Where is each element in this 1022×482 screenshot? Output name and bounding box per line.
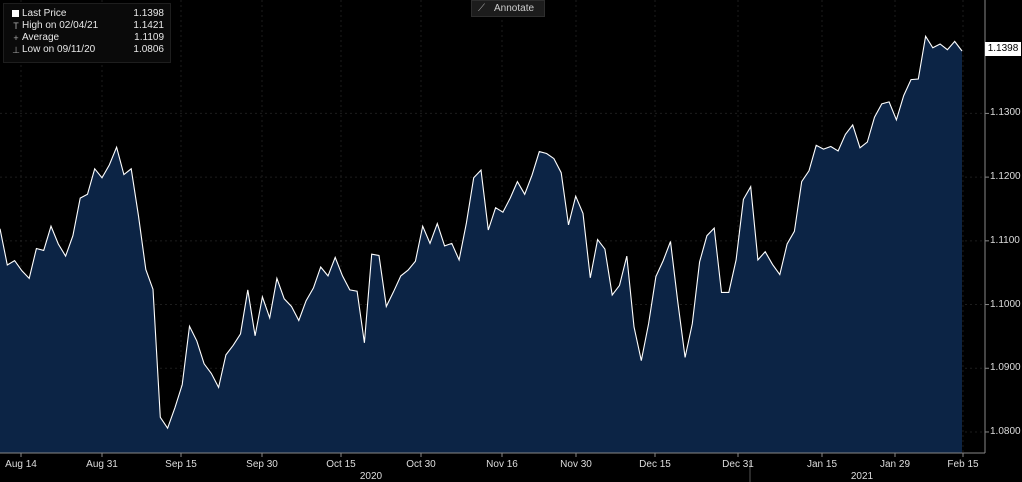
year-label: 2021	[850, 471, 874, 482]
y-tick-label: 1.1000	[990, 298, 1021, 310]
legend-row-average: + Average 1.1109	[12, 32, 168, 44]
x-tick-label: Oct 30	[406, 459, 436, 470]
x-tick-label: Sep 15	[165, 459, 197, 470]
average-marker-icon: +	[13, 33, 19, 43]
legend-label: Average	[22, 32, 60, 43]
annotate-label: Annotate	[494, 3, 535, 14]
axes	[0, 0, 986, 482]
y-tick-label: 1.0900	[990, 362, 1021, 374]
x-tick-label: Nov 16	[486, 459, 518, 470]
legend-value: 1.1398	[133, 8, 164, 19]
legend-label: Low on 09/11/20	[22, 44, 96, 55]
x-tick-label: Aug 31	[86, 459, 118, 470]
price-line	[0, 34, 963, 430]
x-tick-label: Dec 15	[639, 459, 671, 470]
y-tick-marks	[985, 112, 989, 433]
legend-row-high: T High on 02/04/21 1.1421	[12, 20, 168, 32]
legend: Last Price 1.1398 T High on 02/04/21 1.1…	[3, 3, 171, 63]
x-tick-marks	[20, 453, 964, 457]
legend-row-last-price: Last Price 1.1398	[12, 8, 168, 20]
square-icon	[12, 10, 19, 17]
x-tick-label: Jan 29	[879, 459, 911, 470]
legend-label: Last Price	[22, 8, 67, 19]
legend-value: 1.1421	[133, 20, 164, 31]
low-marker-icon: ⊥	[12, 45, 20, 55]
legend-value: 1.1109	[134, 32, 164, 43]
x-tick-label: Sep 30	[246, 459, 278, 470]
annotate-button[interactable]: ⟋ Annotate	[471, 0, 545, 17]
high-marker-icon: T	[13, 21, 19, 31]
legend-value: 1.0806	[133, 44, 164, 55]
y-tick-label: 1.1100	[990, 234, 1020, 246]
x-tick-label: Aug 14	[5, 459, 37, 470]
legend-row-low: ⊥ Low on 09/11/20 1.0806	[12, 44, 168, 56]
legend-label: High on 02/04/21	[22, 20, 99, 31]
y-tick-label: 1.1300	[990, 107, 1021, 119]
x-tick-label: Jan 15	[806, 459, 838, 470]
x-tick-label: Dec 31	[722, 459, 754, 470]
price-area	[0, 36, 962, 454]
last-price-badge: 1.1398	[985, 42, 1021, 56]
year-label: 2020	[359, 471, 383, 482]
pencil-icon: ⟋	[478, 3, 485, 14]
x-tick-label: Oct 15	[326, 459, 356, 470]
x-tick-label: Feb 15	[947, 459, 979, 470]
x-tick-label: Nov 30	[560, 459, 592, 470]
y-tick-label: 1.1200	[990, 171, 1021, 183]
y-tick-label: 1.0800	[990, 425, 1021, 437]
